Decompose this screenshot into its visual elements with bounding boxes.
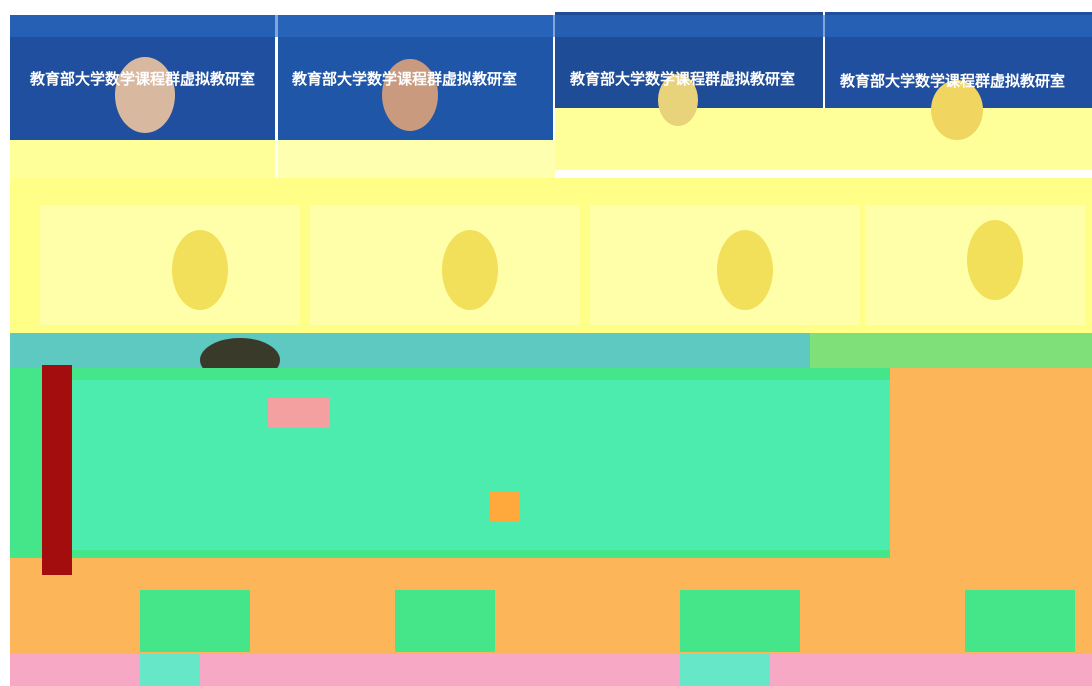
glitch-block [140,590,250,652]
video-meeting-screen: 教育部大学数学课程群虚拟教研室 教育部大学数学课程群虚拟教研室 教育部大学数学课… [0,0,1092,686]
glitch-block [965,590,1075,652]
glitch-block [278,140,555,178]
glitch-block [70,380,890,550]
glitch-block [680,654,770,686]
glitch-block [810,333,1092,368]
glitch-block [555,108,1092,170]
top-row: 教育部大学数学课程群虚拟教研室 教育部大学数学课程群虚拟教研室 教育部大学数学课… [10,12,1092,178]
glitch-block [680,590,800,652]
glitch-block [490,492,520,522]
participant [172,230,228,310]
video-tile[interactable] [40,205,300,325]
glitch-block [395,590,495,652]
banner-text: 教育部大学数学课程群虚拟教研室 [291,70,517,88]
video-row [10,333,810,368]
toolbar-strip [10,15,1092,37]
banner-text: 教育部大学数学课程群虚拟教研室 [569,70,795,88]
banner-text: 教育部大学数学课程群虚拟教研室 [29,70,255,88]
glitch-block [140,654,200,686]
banner-text: 教育部大学数学课程群虚拟教研室 [839,72,1065,90]
participant [442,230,498,310]
corrupted-area [10,365,1092,686]
glitch-block [10,140,275,178]
participant [717,230,773,310]
glitch-block [268,398,330,428]
meeting-grid: 教育部大学数学课程群虚拟教研室 教育部大学数学课程群虚拟教研室 教育部大学数学课… [0,0,1092,686]
participant [967,220,1023,300]
second-row [10,178,1092,333]
glitch-block [42,365,72,575]
participant [115,57,175,133]
